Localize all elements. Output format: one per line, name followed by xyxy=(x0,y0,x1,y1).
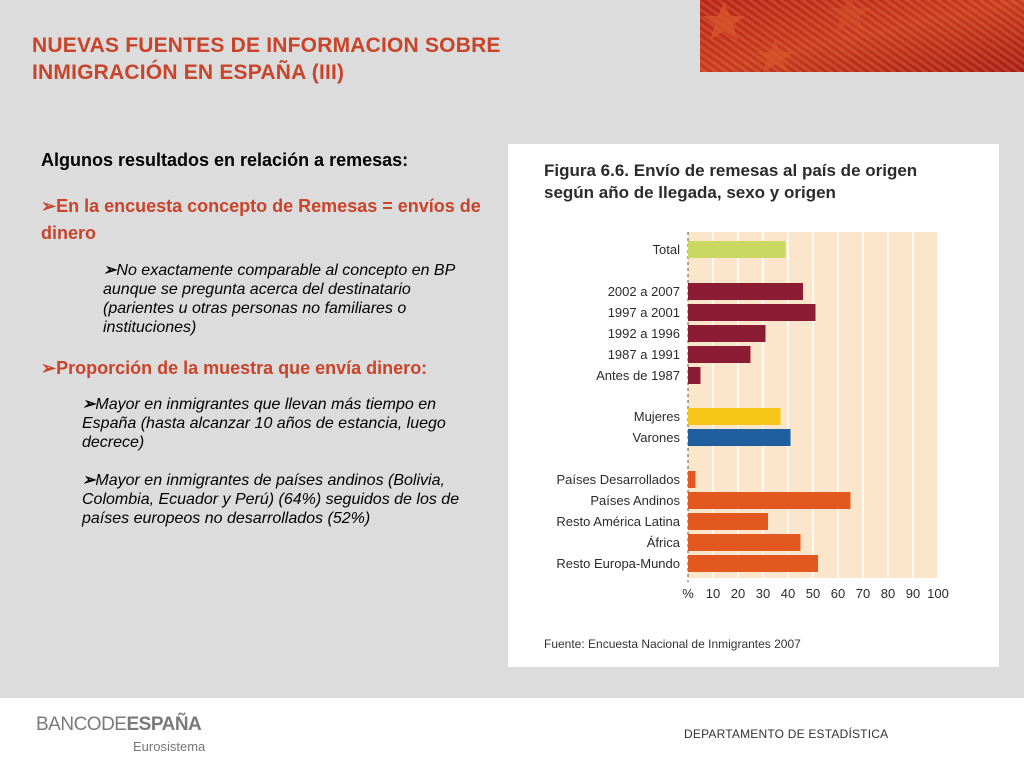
chart-panel: Figura 6.6. Envío de remesas al país de … xyxy=(508,144,999,667)
footer-bar: BANCODEESPAÑA Eurosistema DEPARTAMENTO D… xyxy=(0,698,1024,768)
slide-title: NUEVAS FUENTES DE INFORMACION SOBRE INMI… xyxy=(32,32,672,86)
bar-antes-de-1987 xyxy=(688,367,701,384)
bar-1992-a-1996 xyxy=(688,325,766,342)
x-tick-label: 90 xyxy=(906,586,920,601)
bullet-sample-text: Proporción de la muestra que envía diner… xyxy=(56,358,428,378)
category-label: Total xyxy=(653,242,681,257)
x-tick-label: 40 xyxy=(781,586,795,601)
chart-title-line1: Figura 6.6. Envío de remesas al país de … xyxy=(544,161,918,180)
category-label: 2002 a 2007 xyxy=(608,284,680,299)
category-label: Países Andinos xyxy=(590,493,680,508)
eurosistema-label: Eurosistema xyxy=(133,739,206,754)
sub-bullet-andean-text: Mayor en inmigrantes de países andinos (… xyxy=(82,472,460,527)
stars-banner-graphic xyxy=(700,0,1024,72)
x-tick-label: 20 xyxy=(731,586,745,601)
sub-bullet-bp-comparison: ➢No exactamente comparable al concepto e… xyxy=(103,261,471,337)
x-tick-label: 70 xyxy=(856,586,870,601)
arrow-bullet-icon: ➢ xyxy=(82,396,96,413)
text-block: Algunos resultados en relación a remesas… xyxy=(41,150,481,528)
category-label: África xyxy=(647,535,681,550)
slide-title-line1: NUEVAS FUENTES DE INFORMACION SOBRE xyxy=(32,34,501,57)
category-label: Varones xyxy=(633,430,681,445)
bar-1997-a-2001 xyxy=(688,304,816,321)
chart-source: Fuente: Encuesta Nacional de Inmigrantes… xyxy=(544,637,801,651)
arrow-bullet-icon: ➢ xyxy=(41,196,57,216)
bar--frica xyxy=(688,534,801,551)
category-label: Países Desarrollados xyxy=(556,472,680,487)
category-label: 1992 a 1996 xyxy=(608,326,680,341)
arrow-bullet-icon: ➢ xyxy=(41,358,57,378)
sub-bullet-bp-text: No exactamente comparable al concepto en… xyxy=(103,262,455,336)
x-tick-label: 30 xyxy=(756,586,770,601)
logo-part3: ESPAÑA xyxy=(126,714,202,735)
slide-title-line2: INMIGRACIÓN EN ESPAÑA (III) xyxy=(32,61,345,84)
remittance-bar-chart: Total 2002 a 2007 1997 a 2001 1992 a 1996 19… xyxy=(556,232,949,601)
banco-de-espana-logo: BANCODEESPAÑA xyxy=(36,714,202,736)
x-tick-label: 50 xyxy=(806,586,820,601)
category-label: Antes de 1987 xyxy=(596,368,680,383)
bar-pa-ses-andinos xyxy=(688,492,851,509)
bar-varones xyxy=(688,429,791,446)
department-label: DEPARTAMENTO DE ESTADÍSTICA xyxy=(684,727,889,741)
sub-bullet-andean-countries: ➢Mayor en inmigrantes de países andinos … xyxy=(82,471,472,528)
header-banner-image xyxy=(700,0,1024,72)
sub-bullet-time-in-spain: ➢Mayor en inmigrantes que llevan más tie… xyxy=(82,395,472,452)
chart-title: Figura 6.6. Envío de remesas al país de … xyxy=(544,160,984,204)
category-label: Resto América Latina xyxy=(556,514,680,529)
x-tick-label: 80 xyxy=(881,586,895,601)
logo-part2: DE xyxy=(101,714,127,735)
bar-resto-europa-mundo xyxy=(688,555,818,572)
x-tick-label: 60 xyxy=(831,586,845,601)
category-label: Mujeres xyxy=(634,409,681,424)
chart-title-line2: según año de llegada, sexo y origen xyxy=(544,183,836,202)
bar-pa-ses-desarrollados xyxy=(688,471,696,488)
bullet-remesas-concept: ➢En la encuesta concepto de Remesas = en… xyxy=(41,193,481,247)
bar-mujeres xyxy=(688,408,781,425)
x-tick-label: 10 xyxy=(706,586,720,601)
x-tick-label: 100 xyxy=(927,586,949,601)
category-label: 1997 a 2001 xyxy=(608,305,680,320)
category-label: Resto Europa-Mundo xyxy=(556,556,680,571)
bullet-sample-proportion: ➢Proporción de la muestra que envía dine… xyxy=(41,357,481,379)
intro-text: Algunos resultados en relación a remesas… xyxy=(41,150,409,170)
category-label: 1987 a 1991 xyxy=(608,347,680,362)
bar-2002-a-2007 xyxy=(688,283,803,300)
bar-total xyxy=(688,241,786,258)
bar-1987-a-1991 xyxy=(688,346,751,363)
logo-part1: BANCO xyxy=(36,714,102,735)
arrow-bullet-icon: ➢ xyxy=(82,472,96,489)
sub-bullet-time-text: Mayor en inmigrantes que llevan más tiem… xyxy=(82,396,446,451)
arrow-bullet-icon: ➢ xyxy=(103,262,117,279)
bullet-remesas-text: En la encuesta concepto de Remesas = env… xyxy=(41,196,481,243)
x-axis-unit-label: % xyxy=(682,586,694,601)
bar-resto-am-rica-latina xyxy=(688,513,768,530)
